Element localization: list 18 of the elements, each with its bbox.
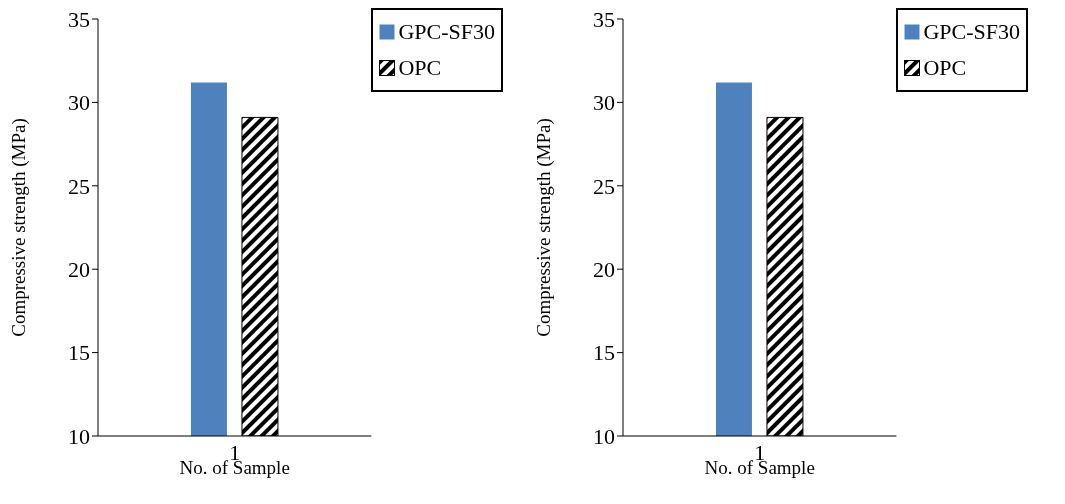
y-axis-title: Compressive strength (MPa) [7,118,30,337]
y-tick-label: 10 [68,423,90,449]
y-tick-label: 35 [593,6,615,32]
legend-label: OPC [923,55,967,81]
y-tick-label: 20 [68,257,90,283]
y-tick-label: 25 [68,173,90,199]
y-tick-label: 25 [593,173,615,199]
y-tick-label: 30 [68,90,90,116]
y-tick-label: 15 [68,340,90,366]
legend-label: OPC [398,55,442,81]
legend-label: GPC-SF30 [398,19,495,45]
y-tick-label: 15 [593,340,615,366]
y-axis-title: Compressive strength (MPa) [532,118,555,337]
y-tick-label: 35 [68,6,90,32]
y-tick-label: 30 [593,90,615,116]
y-tick-label: 10 [593,423,615,449]
y-tick-label: 20 [593,257,615,283]
legend-label: GPC-SF30 [923,19,1020,45]
